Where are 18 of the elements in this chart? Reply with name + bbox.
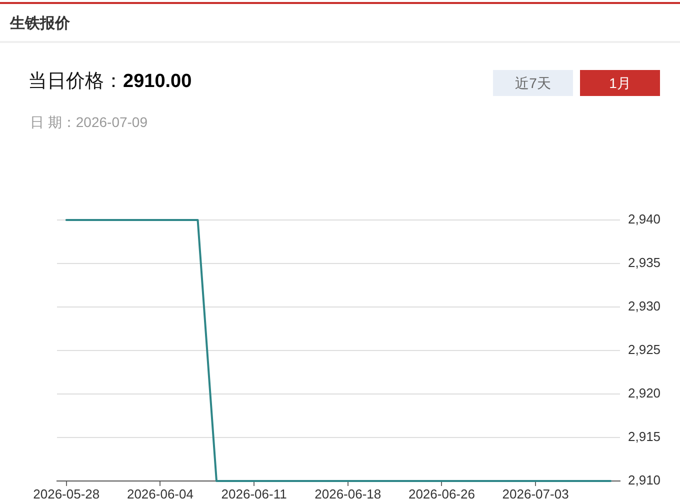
x-tick-label: 2026-07-03 [502, 486, 569, 502]
y-tick-label: 2,910 [628, 472, 661, 488]
tab-button: 1月 [580, 70, 660, 96]
chart-subtitle: 当日价格：2910.00 [28, 71, 192, 92]
text: 日 期：2026-07-09 [30, 113, 148, 131]
y-tick-label: 2,920 [628, 386, 661, 401]
x-tick-label: 2026-06-11 [221, 486, 287, 502]
chart-title: 生铁报价 [10, 14, 70, 34]
x-tick-label: 2026-06-04 [126, 486, 194, 502]
tab-button: 近7天 [493, 70, 573, 96]
y-tick-label: 2,925 [628, 342, 661, 358]
x-tick-label: 2026-06-26 [408, 486, 475, 502]
x-tick-label: 2026-05-28 [33, 486, 100, 502]
x-tick-label: 2026-06-18 [314, 486, 382, 502]
y-tick-label: 2,935 [628, 255, 661, 270]
y-tick-label: 2,915 [628, 429, 661, 444]
y-tick-label: 2,940 [628, 212, 661, 227]
y-tick-label: 2,930 [628, 298, 661, 314]
